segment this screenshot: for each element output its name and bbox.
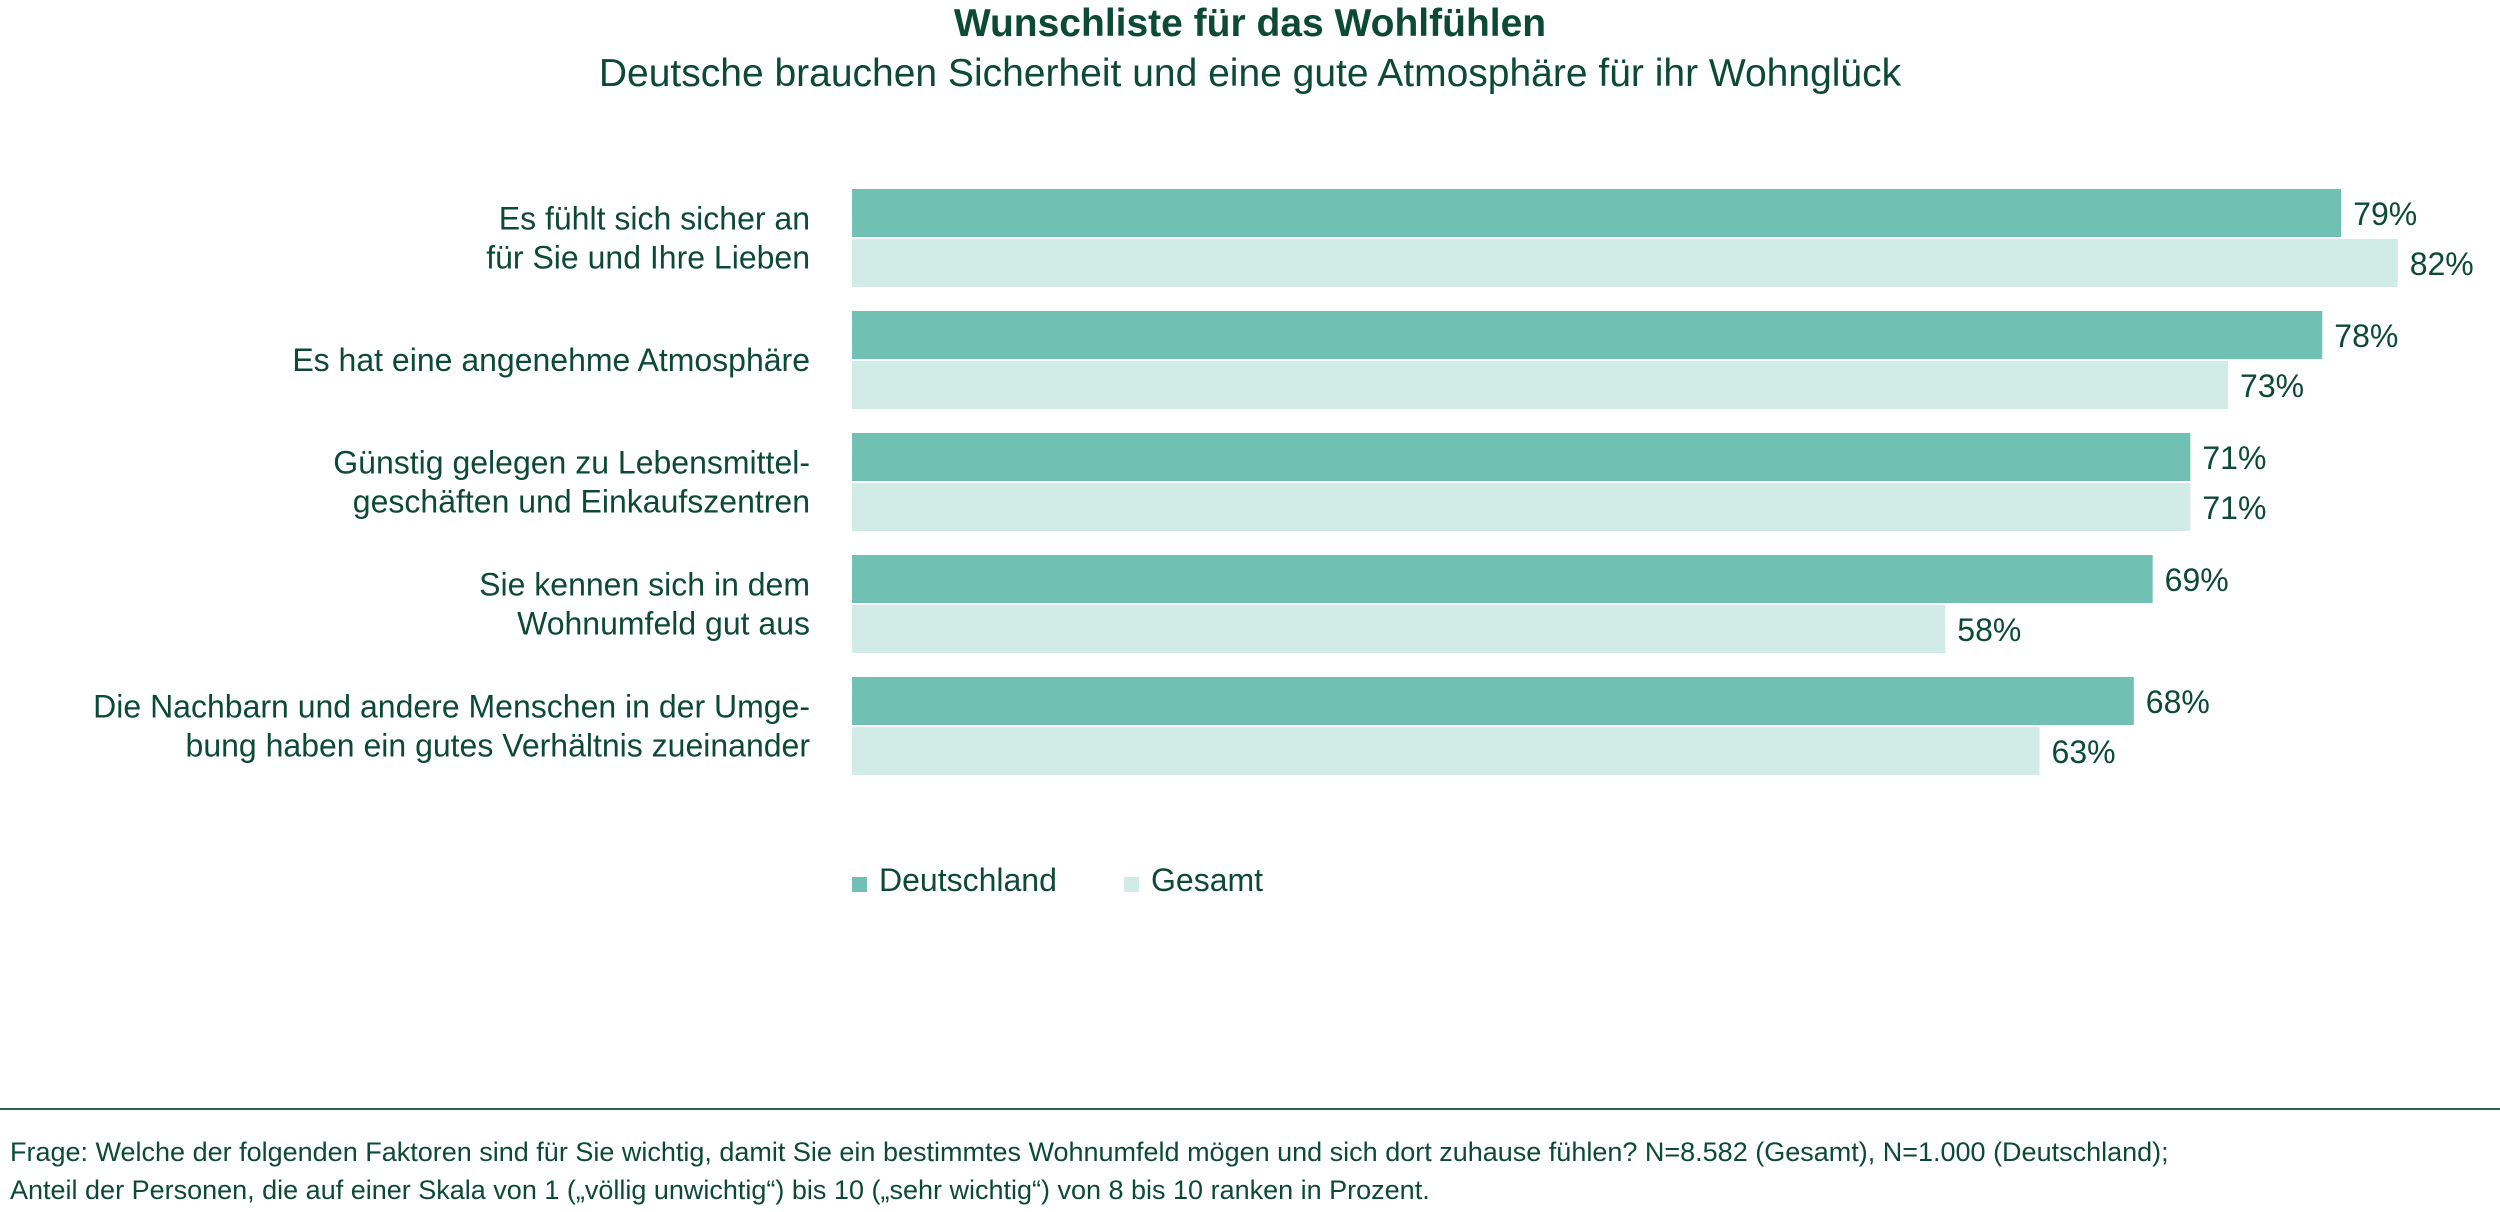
data-label: 79% xyxy=(2353,196,2417,232)
category-label: Es fühlt sich sicher an xyxy=(499,201,810,237)
legend-label-deutschland: Deutschland xyxy=(879,862,1057,898)
data-label: 73% xyxy=(2240,368,2304,404)
data-label: 58% xyxy=(1957,612,2021,648)
bar-deutschland xyxy=(852,555,2153,603)
bar-deutschland xyxy=(852,677,2134,725)
data-label: 71% xyxy=(2202,490,2266,526)
bar-gesamt xyxy=(852,483,2191,531)
footnote-line-2: Anteil der Personen, die auf einer Skala… xyxy=(10,1175,1430,1205)
bar-deutschland xyxy=(852,433,2191,481)
legend-label-gesamt: Gesamt xyxy=(1151,862,1263,898)
bar-gesamt xyxy=(852,361,2229,409)
chart-subtitle: Deutsche brauchen Sicherheit und eine gu… xyxy=(598,52,1902,95)
category-label: bung haben ein gutes Verhältnis zueinand… xyxy=(186,728,811,764)
category-label: Die Nachbarn und andere Menschen in der … xyxy=(93,689,810,725)
bar-gesamt xyxy=(852,605,1946,653)
category-label: geschäften und Einkaufszentren xyxy=(353,484,810,520)
data-label: 82% xyxy=(2410,246,2474,282)
category-label: Wohnumfeld gut aus xyxy=(517,606,810,642)
bar-gesamt xyxy=(852,727,2040,775)
legend-swatch-deutschland xyxy=(852,877,867,892)
footnote-line-1: Frage: Welche der folgenden Faktoren sin… xyxy=(10,1137,2169,1167)
chart-title: Wunschliste für das Wohlfühlen xyxy=(953,2,1547,45)
bar-deutschland xyxy=(852,189,2342,237)
data-label: 71% xyxy=(2202,440,2266,476)
data-label: 69% xyxy=(2165,562,2229,598)
data-label: 78% xyxy=(2334,318,2398,354)
bar-gesamt xyxy=(852,239,2398,287)
category-label: Günstig gelegen zu Lebensmittel- xyxy=(333,445,810,481)
data-label: 63% xyxy=(2052,734,2116,770)
footnote: Frage: Welche der folgenden Faktoren sin… xyxy=(10,1133,2490,1209)
category-label: Es hat eine angenehme Atmosphäre xyxy=(292,342,810,378)
category-label: für Sie und Ihre Lieben xyxy=(486,240,810,276)
chart-header: Wunschliste für das Wohlfühlen Deutsche … xyxy=(0,0,2500,97)
footnote-divider xyxy=(0,1108,2500,1110)
data-label: 68% xyxy=(2146,684,2210,720)
category-label: Sie kennen sich in dem xyxy=(479,567,810,603)
legend-swatch-gesamt xyxy=(1124,877,1139,892)
bar-deutschland xyxy=(852,311,2323,359)
